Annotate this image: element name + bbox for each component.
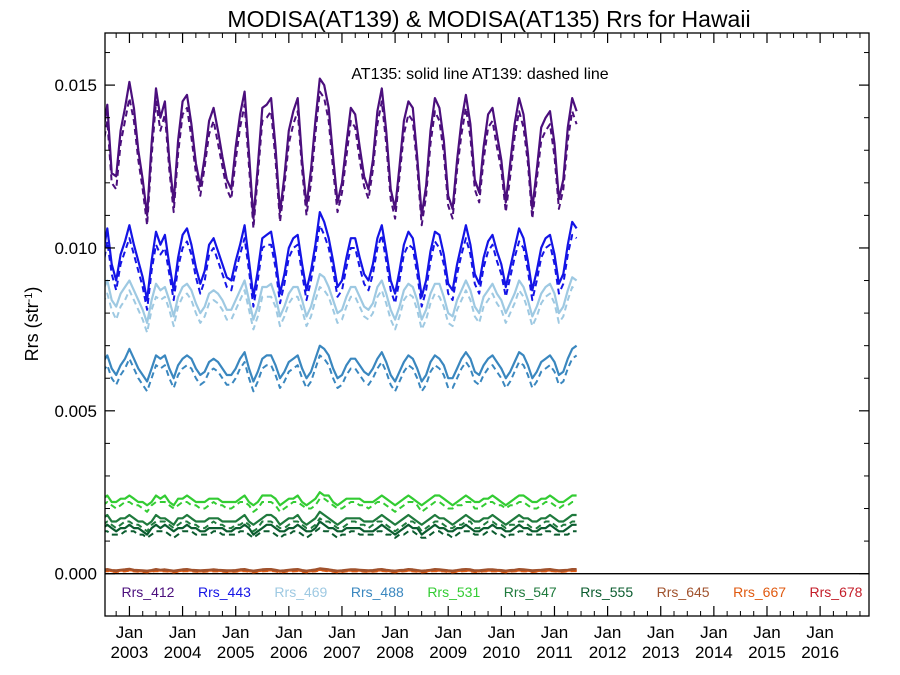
y-tick-label: 0.010 <box>54 239 97 258</box>
series-line-rrs-555-at139 <box>105 527 577 539</box>
series-line-rrs-469-at135 <box>105 272 578 324</box>
x-tick-label-month: Jan <box>488 623 515 642</box>
x-tick-label-month: Jan <box>328 623 355 642</box>
x-tick-label-year: 2011 <box>536 643 573 662</box>
legend-label-rrs-488: Rrs_488 <box>351 584 404 600</box>
x-tick-label-month: Jan <box>541 623 568 642</box>
plot-area <box>105 77 869 575</box>
legend-label-rrs-443: Rrs_443 <box>198 584 251 600</box>
x-tick-label-month: Jan <box>806 623 833 642</box>
legend-label-rrs-678: Rrs_678 <box>810 584 863 600</box>
y-tick-label: 0.005 <box>54 402 97 421</box>
legend-label-rrs-555: Rrs_555 <box>580 584 633 600</box>
x-tick-label-year: 2010 <box>482 643 520 662</box>
y-tick-label: 0.015 <box>54 76 97 95</box>
series-line-rrs-555-at135 <box>105 520 577 536</box>
line-style-note: AT135: solid line AT139: dashed line <box>351 66 608 83</box>
x-tick-label-year: 2013 <box>642 643 680 662</box>
series-line-rrs-488-at139 <box>105 354 578 393</box>
x-tick-label-year: 2015 <box>748 643 786 662</box>
x-tick-label-year: 2012 <box>589 643 627 662</box>
x-tick-label-month: Jan <box>753 623 780 642</box>
x-tick-label-month: Jan <box>435 623 462 642</box>
legend-label-rrs-469: Rrs_469 <box>274 584 327 600</box>
x-tick-label-year: 2004 <box>164 643 202 662</box>
x-tick-label-month: Jan <box>169 623 196 642</box>
x-tick-label-year: 2016 <box>801 643 839 662</box>
series-line-rrs-531-at135 <box>105 491 577 507</box>
y-axis-label-superscript: -1 <box>23 293 35 303</box>
x-tick-label-year: 2007 <box>323 643 361 662</box>
series-line-rrs-645-at135 <box>105 567 577 572</box>
y-axis-label: Rrs (str-1) <box>22 287 42 362</box>
legend-label-rrs-547: Rrs_547 <box>504 584 557 600</box>
chart-title: MODISA(AT139) & MODISA(AT135) Rrs for Ha… <box>227 6 750 32</box>
series-lines <box>105 77 869 575</box>
series-line-rrs-443-at139 <box>105 224 578 311</box>
legend-label-rrs-412: Rrs_412 <box>122 584 175 600</box>
x-tick-label-year: 2008 <box>376 643 414 662</box>
x-tick-label-month: Jan <box>647 623 674 642</box>
legend-label-rrs-645: Rrs_645 <box>657 584 710 600</box>
x-tick-label-year: 2006 <box>270 643 308 662</box>
legend-label-rrs-531: Rrs_531 <box>427 584 480 600</box>
x-tick-label-month: Jan <box>700 623 727 642</box>
y-axis-label-close: ) <box>22 287 42 293</box>
x-tick-label-month: Jan <box>275 623 302 642</box>
legend-label-rrs-667: Rrs_667 <box>733 584 786 600</box>
x-tick-label-year: 2009 <box>429 643 467 662</box>
series-line-rrs-469-at139 <box>105 286 578 334</box>
y-axis-label-text: Rrs (str <box>22 302 42 361</box>
x-tick-label-month: Jan <box>381 623 408 642</box>
plot-frame <box>104 32 870 617</box>
y-tick-label: 0.000 <box>54 565 97 584</box>
series-line-rrs-547-at135 <box>105 510 577 526</box>
x-tick-label-month: Jan <box>594 623 621 642</box>
x-tick-label-month: Jan <box>222 623 249 642</box>
x-tick-label-year: 2003 <box>111 643 149 662</box>
x-tick-label-year: 2014 <box>695 643 733 662</box>
axes: 0.0000.0050.0100.015Jan2003Jan2004Jan200… <box>54 33 869 662</box>
series-line-rrs-488-at135 <box>105 344 578 383</box>
series-line-rrs-443-at135 <box>105 211 578 302</box>
series-line-rrs-412-at139 <box>105 90 578 230</box>
series-line-rrs-412-at135 <box>105 77 578 220</box>
legend: Rrs_412 Rrs_443 Rrs_469 Rrs_488 Rrs_531 Rrs_5… <box>122 584 863 600</box>
x-tick-label-month: Jan <box>116 623 143 642</box>
x-tick-label-year: 2005 <box>217 643 255 662</box>
